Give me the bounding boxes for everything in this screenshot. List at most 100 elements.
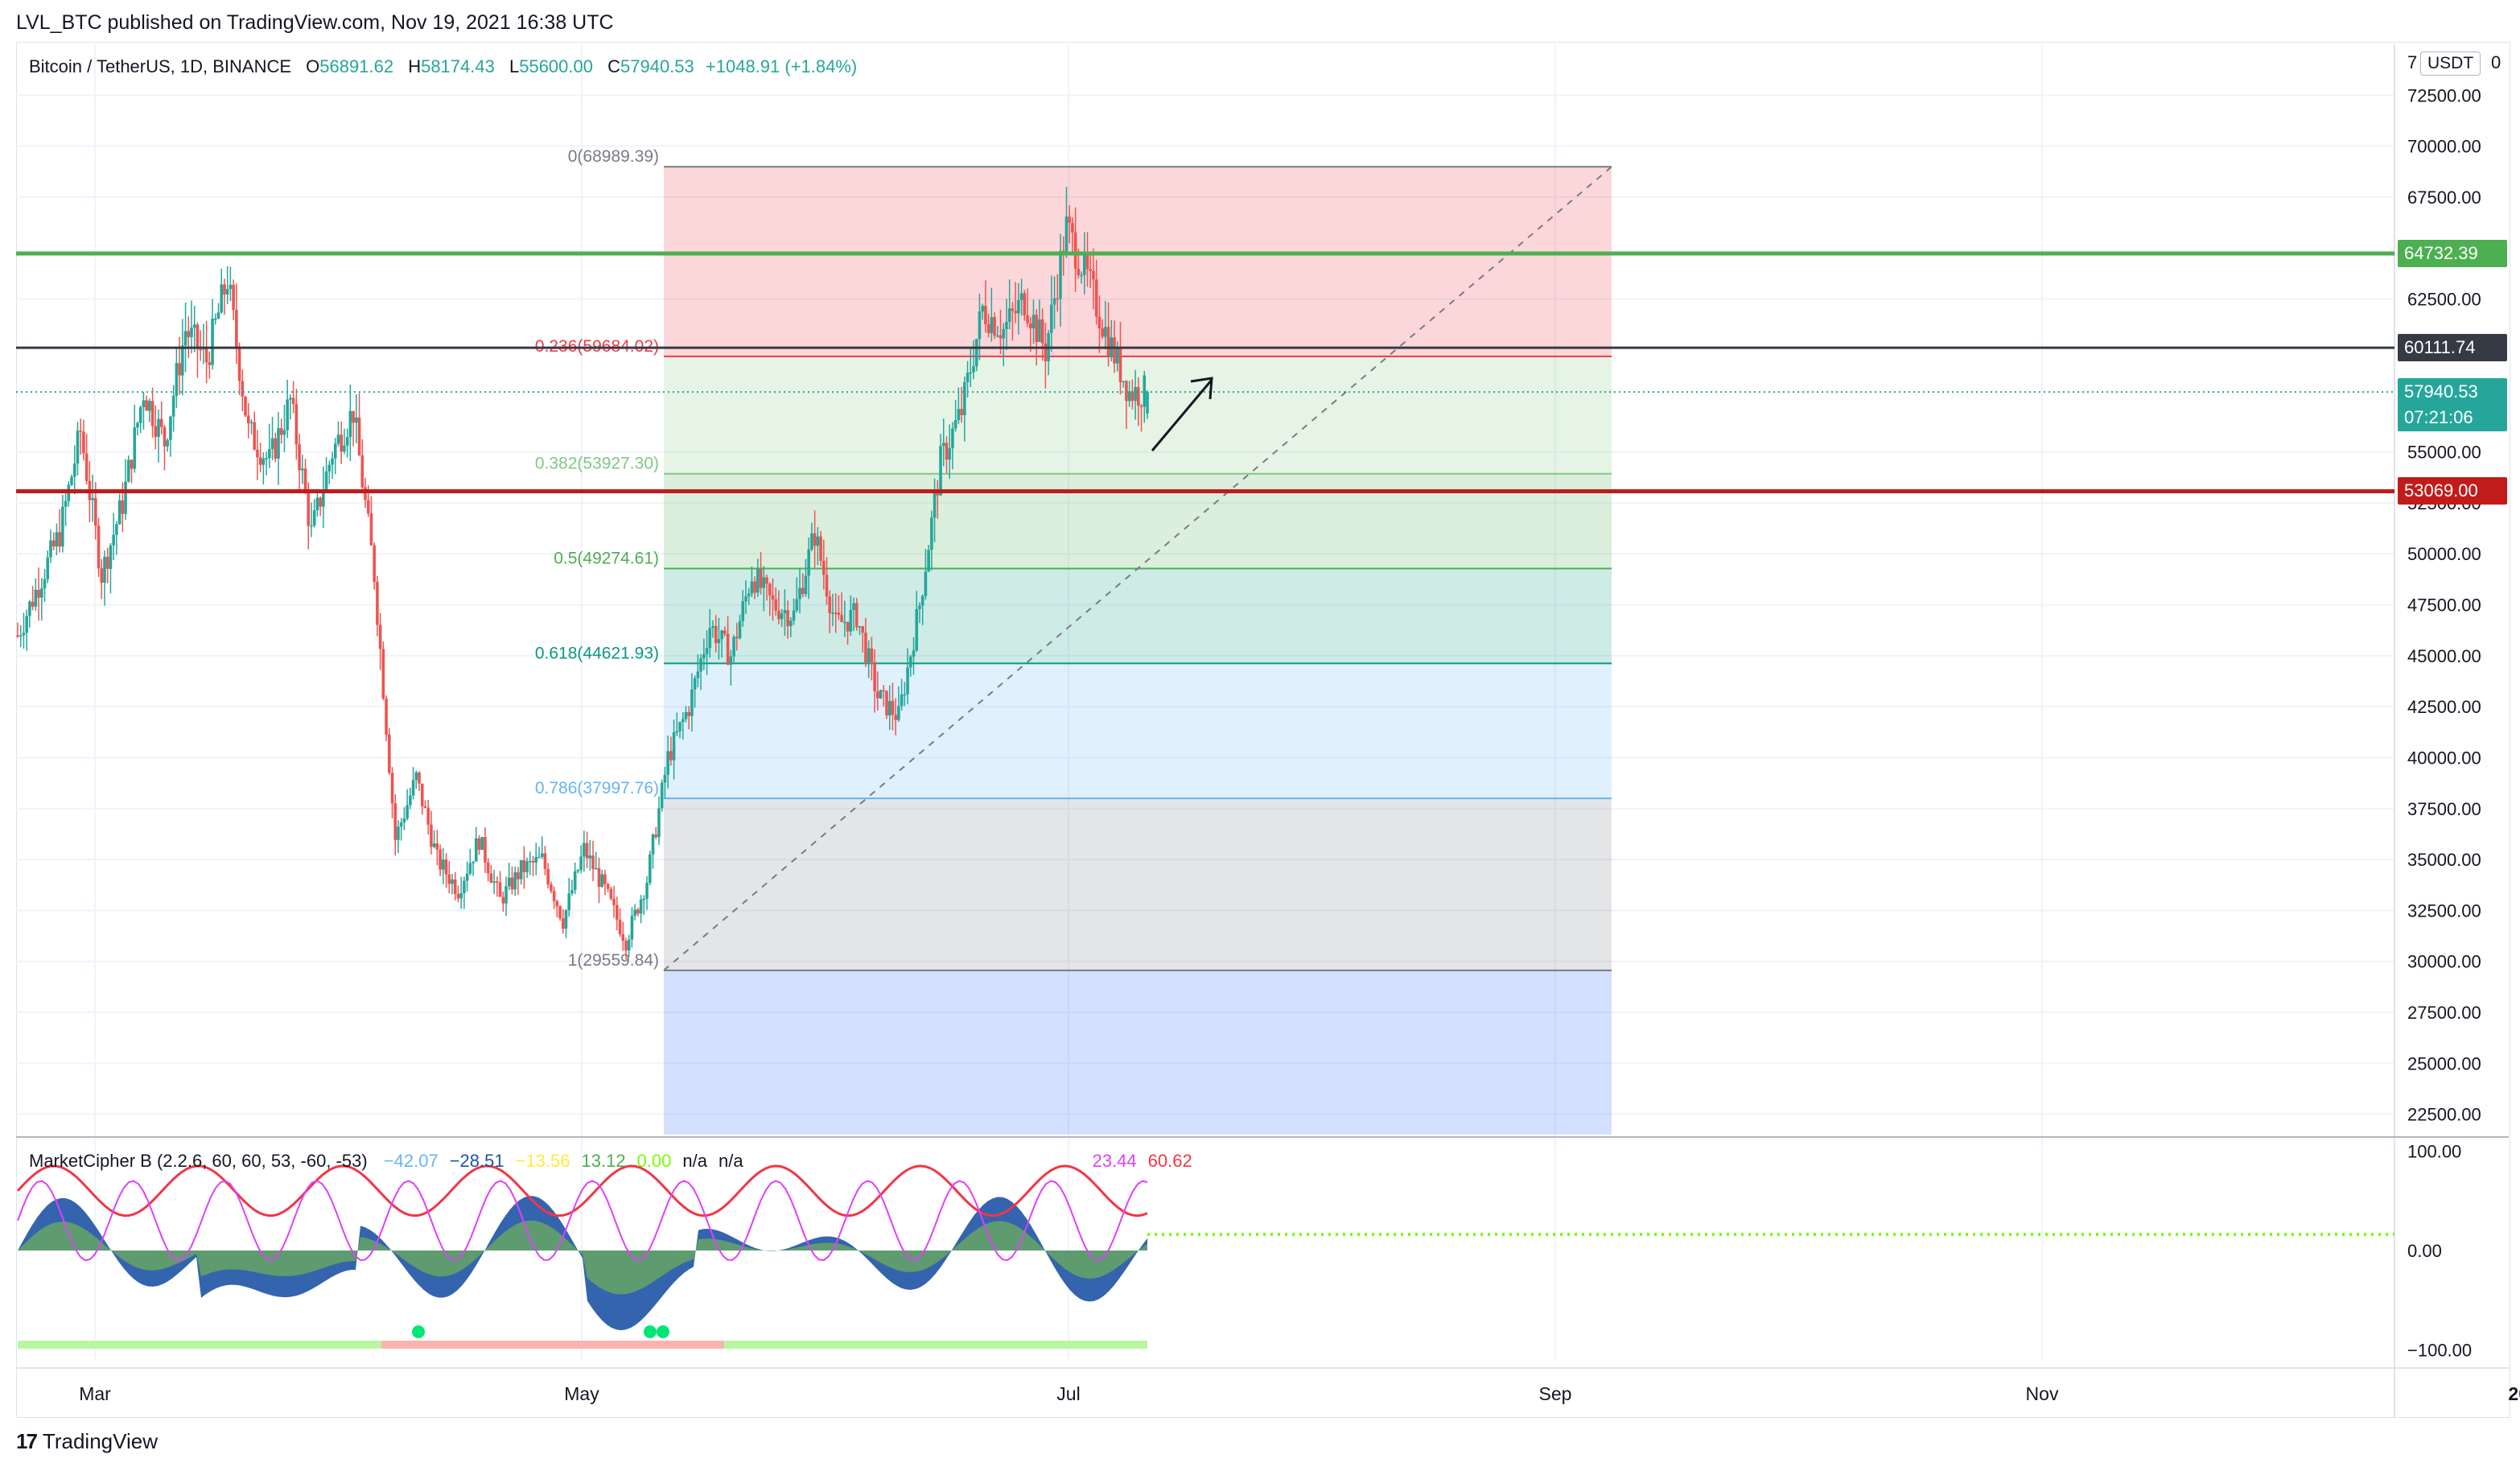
candle-body: [717, 639, 721, 644]
candle-body: [244, 396, 247, 416]
close-label: C: [607, 56, 620, 76]
candle-body: [672, 732, 676, 760]
currency-badge[interactable]: USDT: [2420, 52, 2481, 76]
candle-body: [555, 900, 559, 907]
candle-body: [1056, 298, 1060, 300]
candle-body: [738, 620, 742, 639]
candle-body: [378, 624, 382, 649]
candle-body: [19, 635, 23, 637]
candle-body: [933, 492, 937, 518]
candle-body: [112, 534, 115, 546]
candle-body: [714, 625, 718, 644]
candle-body: [16, 635, 19, 637]
osc-tick-label: 100.00: [2407, 1141, 2461, 1161]
candle-body: [567, 893, 571, 911]
candle-body: [762, 577, 766, 588]
candle-body: [220, 284, 224, 313]
candle-body: [181, 345, 184, 376]
candle-body: [792, 610, 796, 621]
candle-body: [133, 427, 137, 469]
candle-body: [774, 600, 778, 611]
candle-body: [666, 751, 669, 775]
candle-body: [747, 593, 751, 596]
candle-body: [456, 894, 460, 899]
tradingview-logo-icon: 17: [16, 1429, 38, 1453]
candle-body: [1014, 311, 1017, 314]
candle-body: [507, 877, 511, 887]
high-label: H: [408, 56, 422, 76]
y-tick-label: 30000.00: [2407, 952, 2481, 972]
candle-body: [903, 694, 907, 696]
candle-body: [169, 416, 172, 440]
candle-body: [550, 884, 553, 892]
candle-body: [972, 366, 975, 373]
candle-body: [126, 459, 130, 482]
arrow-annotation: [1151, 379, 1213, 451]
candle-body: [178, 363, 181, 376]
candle-body: [25, 616, 28, 633]
x-tick-label: Mar: [79, 1383, 111, 1404]
candle-body: [157, 418, 160, 437]
candle-body: [636, 909, 640, 914]
candle-body: [1071, 222, 1074, 233]
candle-body: [1059, 250, 1062, 299]
candle-body: [642, 898, 646, 900]
y-tick-label-partial: 7: [2407, 52, 2417, 72]
candle-body: [816, 536, 820, 546]
fib-zone: [664, 356, 1612, 474]
candle-body: [986, 323, 990, 334]
candle-body: [324, 471, 328, 492]
candle-body: [199, 349, 202, 351]
fib-level-label: 0.5(49274.61): [554, 550, 659, 568]
chart-frame[interactable]: [16, 42, 2510, 1418]
candle-body: [708, 628, 712, 649]
indicator-legend: MarketCipher B (2.2.6, 60, 60, 53, -60, …: [29, 1151, 1215, 1172]
candle-body: [690, 689, 694, 716]
candle-body: [103, 556, 106, 583]
candle-body: [583, 843, 586, 857]
candle-body: [906, 667, 909, 694]
candle-body: [624, 941, 628, 951]
candle-body: [307, 492, 311, 526]
y-tick-label: 47500.00: [2407, 595, 2481, 615]
candle-body: [723, 630, 727, 634]
candle-body: [1143, 375, 1147, 407]
candle-body: [373, 545, 376, 582]
osc-tick-label: −100.00: [2407, 1341, 2472, 1361]
candle-body: [94, 498, 97, 526]
candle-body: [196, 324, 200, 350]
osc-money-flow-area: [18, 1220, 1147, 1295]
candle-body: [72, 464, 76, 477]
candle-body: [609, 888, 613, 899]
candle-body: [216, 312, 220, 319]
candle-body: [496, 881, 499, 883]
candle-body: [1115, 347, 1119, 364]
candle-body: [780, 613, 784, 620]
candle-body: [900, 694, 904, 707]
candle-body: [858, 626, 862, 628]
candle-body: [702, 653, 706, 658]
fib-level-label: 1(29559.84): [568, 951, 659, 970]
candle-body: [303, 468, 307, 492]
candle-body: [213, 318, 217, 320]
indicator-value: 13.12: [581, 1151, 626, 1171]
candle-body: [1146, 392, 1149, 414]
candle-body: [237, 347, 241, 381]
candle-body: [1082, 252, 1086, 275]
candle-body: [192, 324, 196, 328]
candle-body: [504, 886, 508, 904]
candle-body: [51, 540, 56, 547]
candle-body: [588, 855, 592, 859]
candle-body: [1050, 304, 1053, 333]
candle-body: [1092, 270, 1095, 280]
candle-body: [693, 678, 697, 690]
candle-body: [249, 422, 253, 424]
candle-body: [100, 568, 104, 583]
candle-body: [22, 632, 26, 636]
candle-body: [831, 612, 834, 614]
candle-body: [492, 881, 496, 883]
candle-body: [1017, 299, 1020, 314]
candle-body: [837, 612, 841, 616]
candle-body: [268, 449, 271, 459]
